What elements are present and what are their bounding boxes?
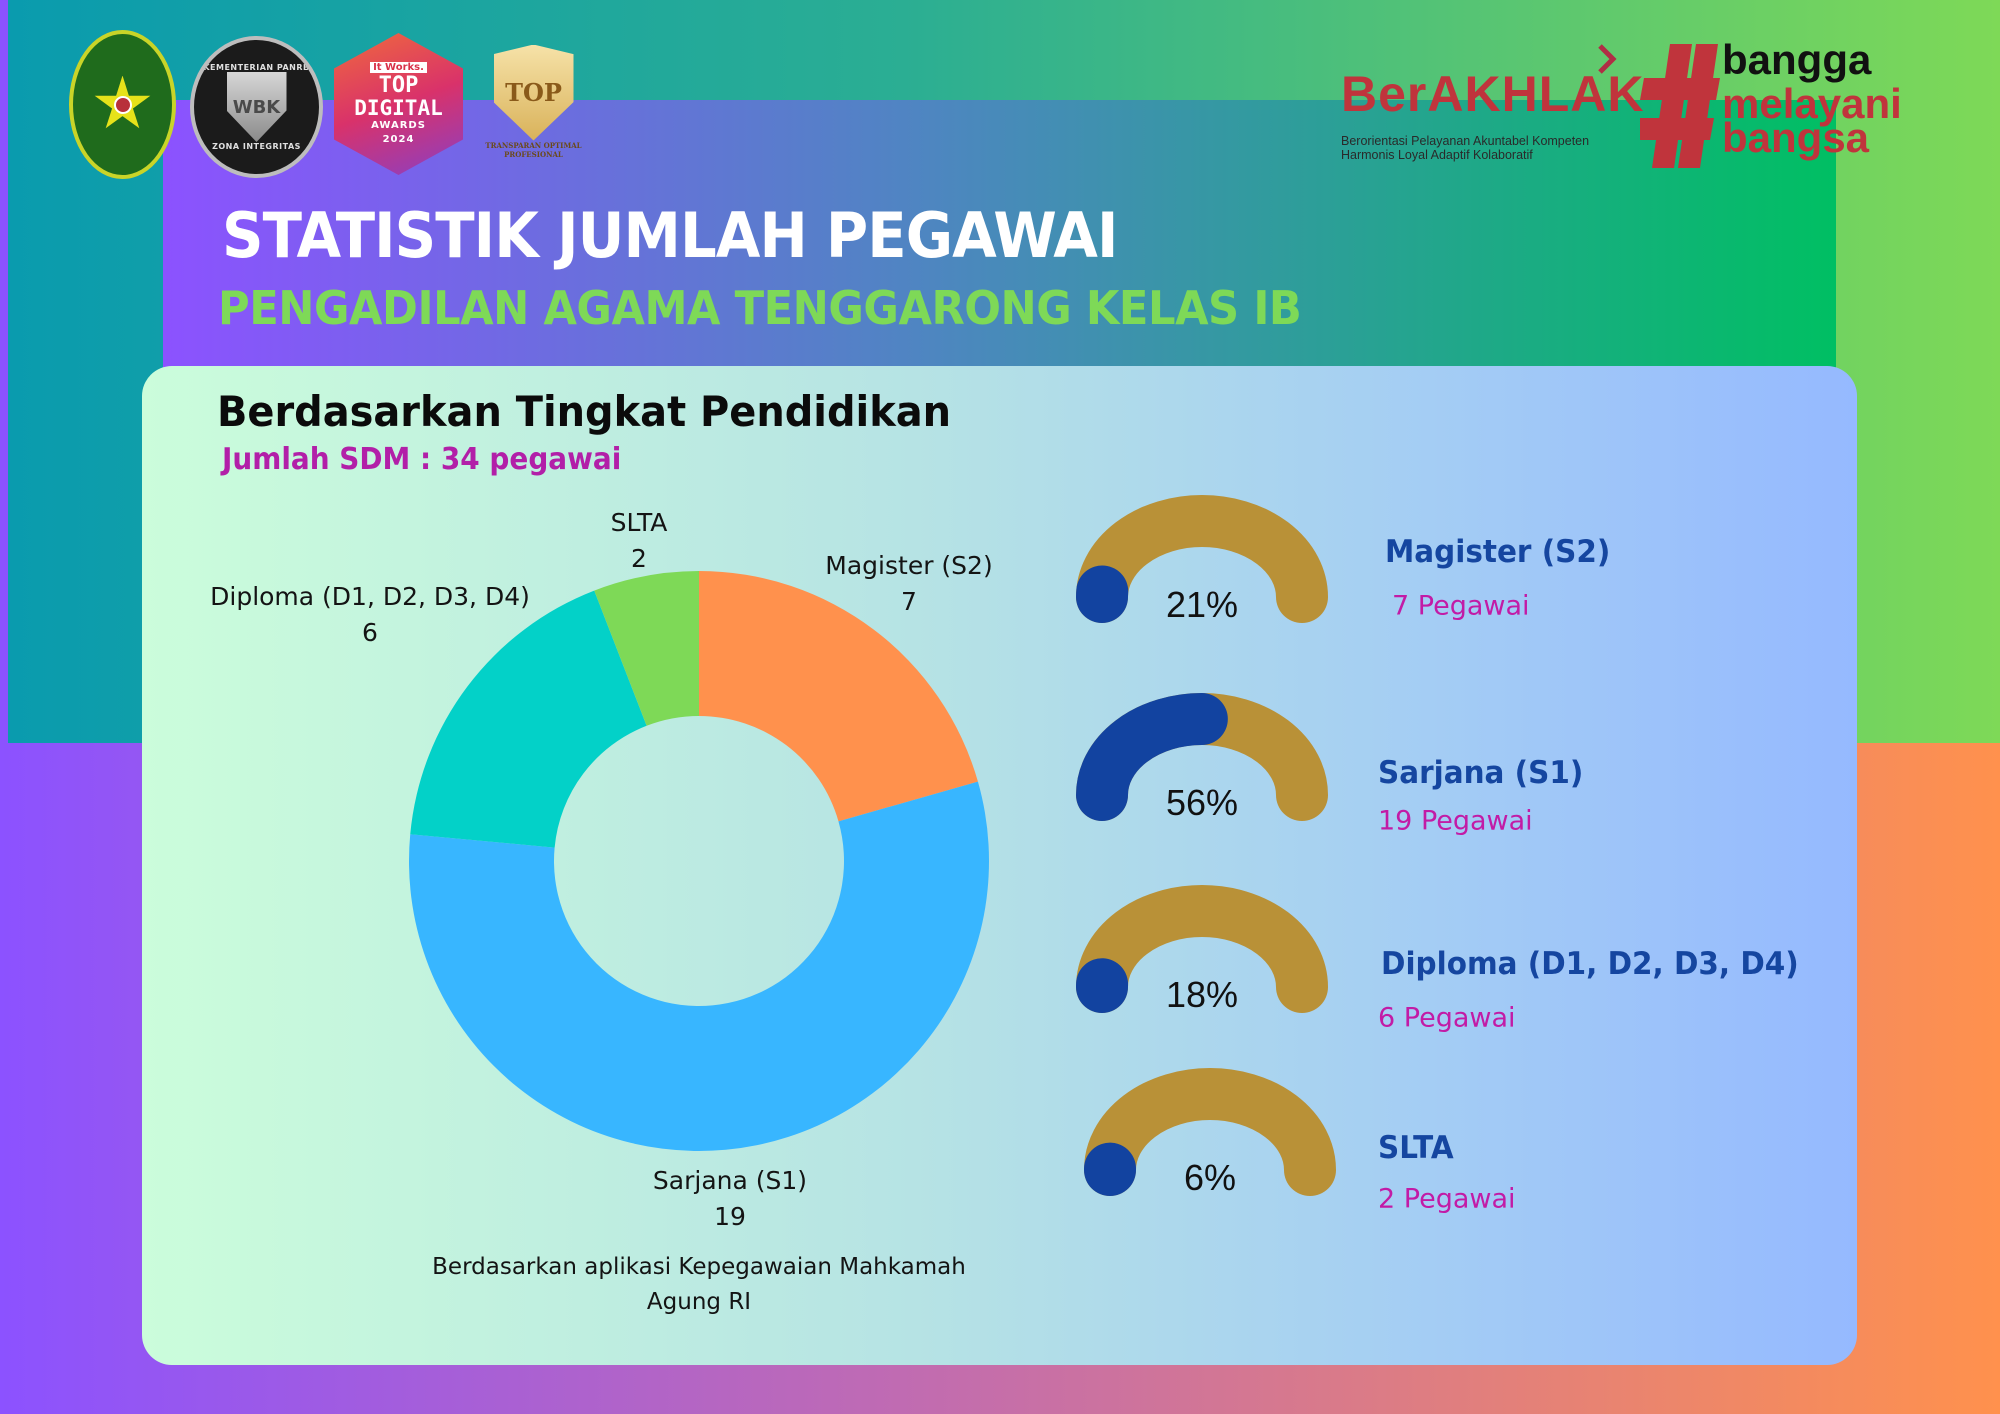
gauge-arc-icon xyxy=(1076,885,1328,1013)
gauge-label: SLTA xyxy=(1378,1130,1454,1166)
gold-top-text: TOP xyxy=(505,78,562,107)
digital-text: DIGITAL xyxy=(354,95,443,120)
bangga-text: bangga xyxy=(1722,36,1872,83)
gold-shield-icon: TOP xyxy=(493,44,574,141)
donut-label-diploma-name: Diploma (D1, D2, D3, D4) xyxy=(210,582,530,611)
page-subtitle: PENGADILAN AGAMA TENGGARONG KELAS IB xyxy=(218,281,1302,335)
gauge-label: Sarjana (S1) xyxy=(1378,755,1584,791)
chevron-right-icon xyxy=(1598,44,1617,74)
page-title: STATISTIK JUMLAH PEGAWAI xyxy=(222,199,1118,272)
hashtag-icon xyxy=(1640,44,1720,168)
wbk-zona-integritas-logo: KEMENTERIAN PANRB WBK ZONA INTEGRITAS xyxy=(190,36,323,178)
donut-label-diploma-value: 6 xyxy=(362,618,378,647)
gauge-count: 2 Pegawai xyxy=(1378,1183,1516,1215)
berakhlak-logo-text: BerAKHLAK xyxy=(1341,66,1645,122)
gauge-count: 7 Pegawai xyxy=(1392,590,1530,622)
berakhlak-tagline-line2: Harmonis Loyal Adaptif Kolaboratif xyxy=(1341,148,1533,162)
gauge-arc-icon xyxy=(1076,693,1328,821)
gauge-count: 6 Pegawai xyxy=(1378,1002,1516,1034)
gauge-percent: 18% xyxy=(1165,974,1239,1015)
donut-label-sarjana: Sarjana (S1) 19 xyxy=(653,1163,807,1235)
source-note-line2: Agung RI xyxy=(646,1289,752,1315)
wbk-text: WBK xyxy=(232,96,281,118)
donut-slice-slta xyxy=(594,571,699,726)
donut-slice-sarjana xyxy=(409,781,990,1151)
donut-label-magister-value: 7 xyxy=(901,587,917,616)
gauge-percent: 6% xyxy=(1183,1157,1237,1198)
donut-label-slta-name: SLTA xyxy=(610,508,668,537)
top-gold-shield-logo: TOP TRANSPARAN OPTIMAL PROFESIONAL xyxy=(470,33,597,170)
gauge-arc-icon xyxy=(1076,495,1328,623)
gauge-arc-icon xyxy=(1084,1068,1336,1196)
donut-label-magister: Magister (S2) 7 xyxy=(825,548,992,620)
bangsa-text: bangsa xyxy=(1722,114,1870,161)
donut-label-slta-value: 2 xyxy=(631,544,647,573)
gauge-percent: 21% xyxy=(1165,584,1239,625)
year-text: 2024 xyxy=(382,133,415,145)
gold-caption-line1: TRANSPARAN OPTIMAL xyxy=(485,140,582,150)
gauge-track xyxy=(1076,495,1328,623)
awards-text: AWARDS xyxy=(371,119,426,131)
berakhlak-tagline-line1: Berorientasi Pelayanan Akuntabel Kompete… xyxy=(1341,134,1590,148)
gauge-track xyxy=(1076,885,1328,1013)
total-employees-text: Jumlah SDM : 34 pegawai xyxy=(222,442,622,477)
gauge-label: Diploma (D1, D2, D3, D4) xyxy=(1381,946,1799,982)
gauge-fill xyxy=(1076,693,1328,821)
wbk-ring-bottom-text: ZONA INTEGRITAS xyxy=(212,142,301,151)
donut-label-diploma: Diploma (D1, D2, D3, D4) 6 xyxy=(210,579,530,651)
section-title: Berdasarkan Tingkat Pendidikan xyxy=(217,387,952,436)
wbk-ring-top-text: KEMENTERIAN PANRB xyxy=(203,63,310,72)
top-text: TOP xyxy=(378,72,419,98)
donut-label-sarjana-name: Sarjana (S1) xyxy=(652,1166,808,1195)
donut-label-magister-name: Magister (S2) xyxy=(825,551,993,580)
itworks-brand-text: It Works. xyxy=(370,61,427,73)
pengadilan-agama-seal-logo xyxy=(69,30,176,179)
top-digital-awards-logo: It Works. TOP DIGITAL AWARDS 2024 xyxy=(334,33,463,175)
melayani-text: melayani xyxy=(1722,80,1902,127)
donut-label-slta: SLTA 2 xyxy=(611,505,668,577)
source-note-line1: Berdasarkan aplikasi Kepegawaian Mahkama… xyxy=(432,1254,966,1280)
statistics-card xyxy=(142,366,1857,1365)
star-emblem-icon xyxy=(94,75,151,129)
gold-caption-line2: PROFESIONAL xyxy=(504,149,563,159)
donut-slice-diploma xyxy=(410,590,647,848)
gauge-count: 19 Pegawai xyxy=(1378,805,1533,837)
wbk-shield-icon: WBK xyxy=(226,72,287,142)
garuda-emblem-icon xyxy=(113,95,132,114)
gauge-label: Magister (S2) xyxy=(1385,534,1611,570)
gauge-track xyxy=(1084,1068,1336,1196)
gauge-percent: 56% xyxy=(1165,782,1239,823)
donut-slice-magister xyxy=(699,571,978,822)
donut-label-sarjana-value: 19 xyxy=(714,1202,746,1231)
